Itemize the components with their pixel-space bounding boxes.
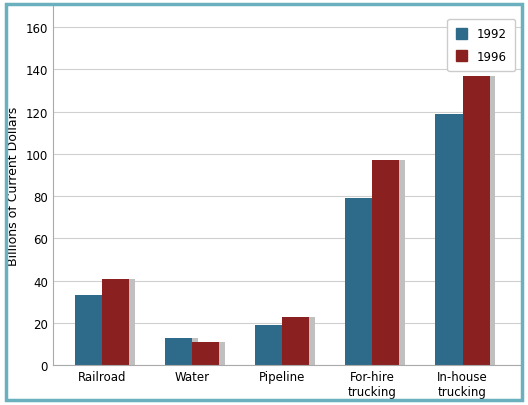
Bar: [108, 279, 135, 373]
Bar: [76, 296, 102, 365]
Bar: [345, 199, 372, 365]
Bar: [171, 338, 197, 373]
Bar: [81, 296, 108, 373]
Bar: [441, 115, 468, 373]
Bar: [436, 115, 463, 365]
Bar: [192, 342, 219, 365]
Bar: [102, 279, 129, 365]
Bar: [165, 338, 192, 365]
Legend: 1992, 1996: 1992, 1996: [447, 20, 515, 72]
Y-axis label: Billions of Current Dollars: Billions of Current Dollars: [7, 107, 20, 266]
Bar: [463, 77, 489, 365]
Bar: [372, 161, 400, 365]
Bar: [197, 342, 225, 373]
Bar: [256, 325, 282, 365]
Bar: [288, 317, 315, 373]
Bar: [351, 199, 378, 373]
Bar: [261, 325, 288, 373]
Bar: [378, 161, 405, 373]
Bar: [282, 317, 309, 365]
Bar: [468, 77, 495, 373]
